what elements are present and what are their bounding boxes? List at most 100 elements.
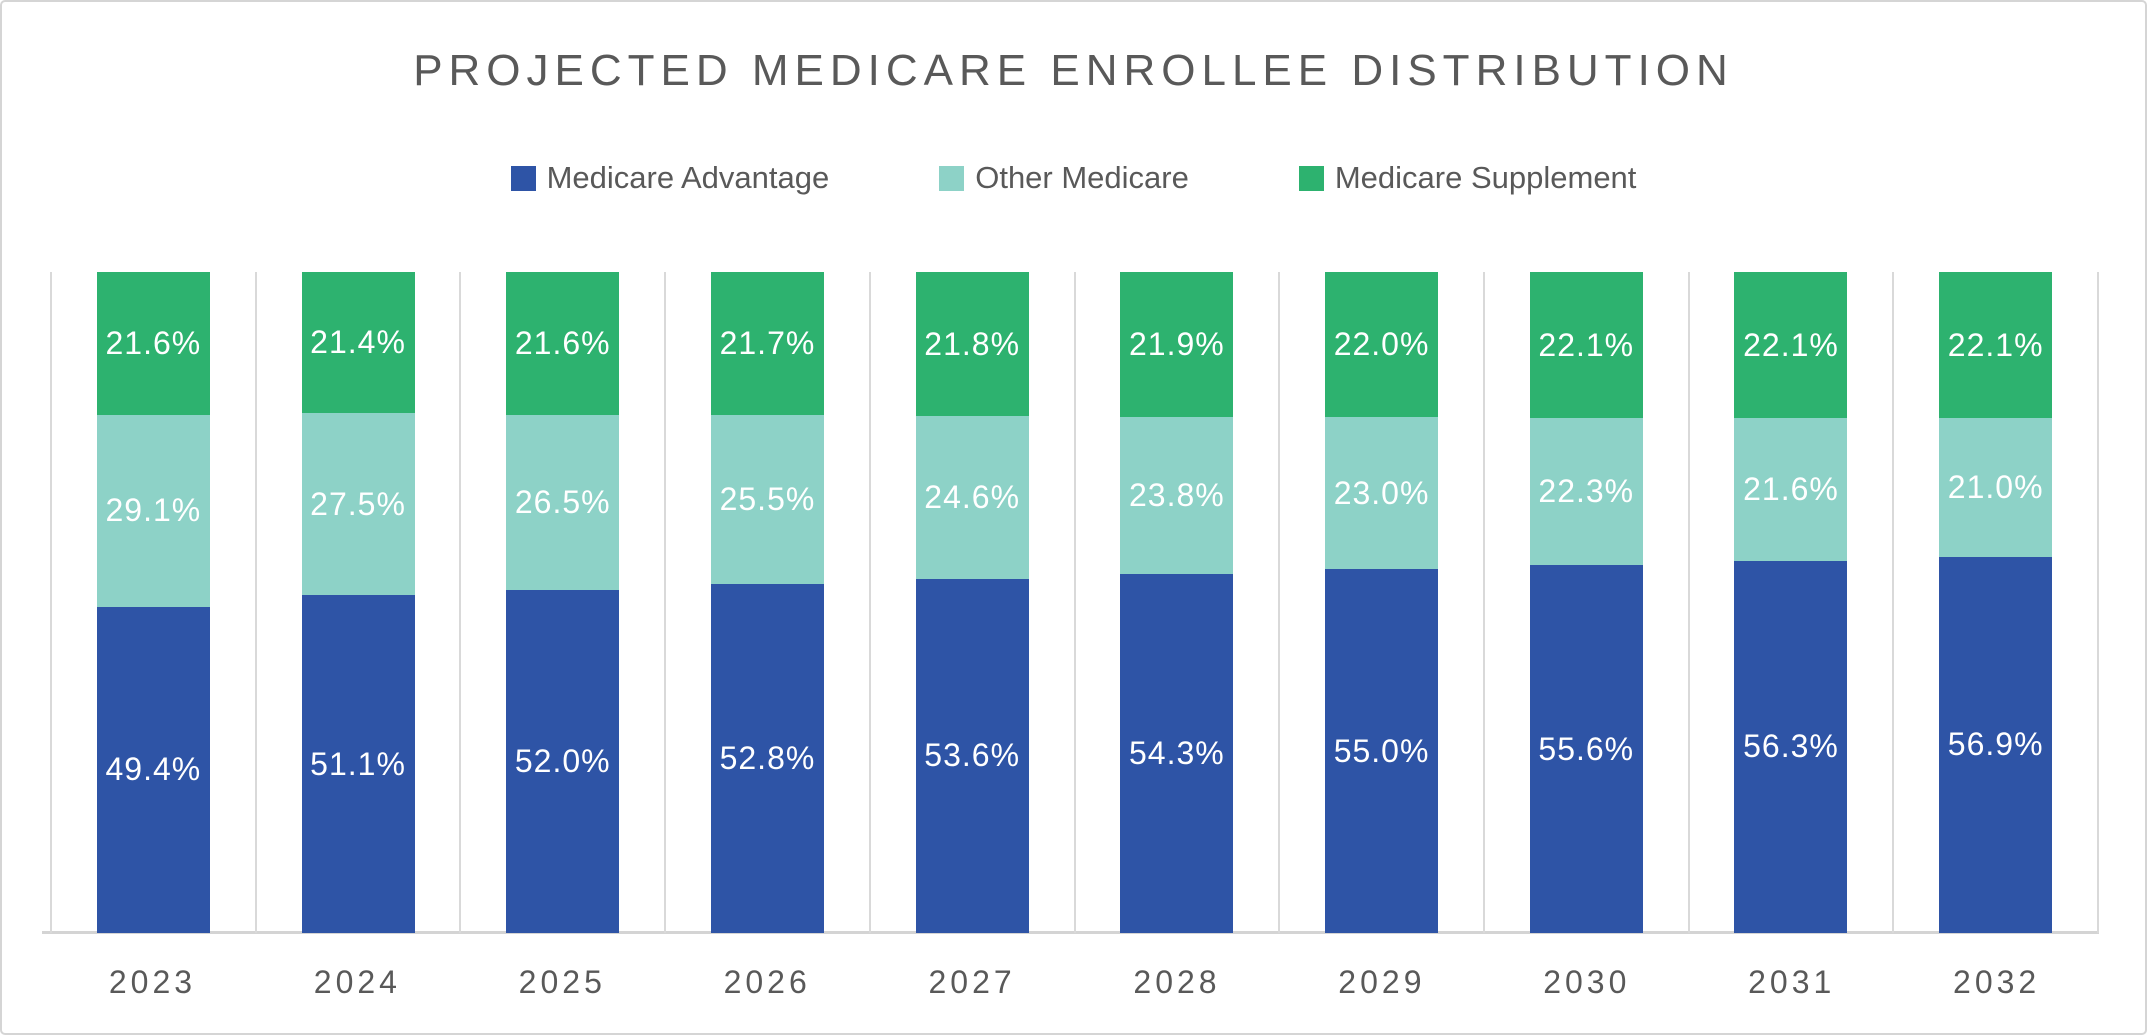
category-cell-2026: 21.7% 25.5% 52.8%: [664, 272, 869, 933]
x-axis-label: 2032: [1953, 964, 2041, 1000]
stacked-bar-2028: 21.9% 23.8% 54.3%: [1120, 272, 1234, 933]
bar-value-label: 22.0%: [1333, 326, 1430, 363]
category-cell-2023: 21.6% 29.1% 49.4%: [50, 272, 255, 933]
bar-segment-other-medicare: 29.1%: [96, 414, 210, 607]
legend-item-medicare-supplement: Medicare Supplement: [1298, 160, 1637, 196]
bar-segment-medicare-advantage: 56.3%: [1734, 560, 1848, 933]
bar-segment-other-medicare: 23.0%: [1325, 417, 1439, 570]
stacked-bar-2029: 22.0% 23.0% 55.0%: [1325, 272, 1439, 933]
x-axis-cell: 2025: [460, 964, 665, 1001]
x-axis-label: 2026: [723, 964, 811, 1000]
bar-value-label: 21.6%: [105, 324, 202, 361]
x-axis-label: 2024: [313, 964, 401, 1000]
bar-segment-medicare-supplement: 21.6%: [96, 272, 210, 415]
bar-value-label: 22.3%: [1538, 473, 1635, 510]
bar-value-label: 56.9%: [1947, 726, 2044, 763]
legend: Medicare Advantage Other Medicare Medicare…: [2, 160, 2145, 196]
category-cell-2029: 22.0% 23.0% 55.0%: [1278, 272, 1483, 933]
bar-segment-other-medicare: 26.5%: [506, 414, 620, 590]
bar-value-label: 49.4%: [105, 751, 202, 788]
bar-segment-medicare-advantage: 52.0%: [506, 589, 620, 933]
bar-value-label: 55.6%: [1538, 730, 1635, 767]
x-axis-cell: 2026: [665, 964, 870, 1001]
stacked-bar-2030: 22.1% 22.3% 55.6%: [1529, 272, 1643, 933]
x-axis-label: 2025: [518, 964, 606, 1000]
bar-value-label: 21.4%: [310, 324, 406, 361]
bar-segment-other-medicare: 25.5%: [710, 415, 824, 584]
x-axis-cell: 2024: [255, 964, 460, 1001]
bar-segment-medicare-advantage: 55.6%: [1529, 565, 1643, 933]
x-axis-cell: 2028: [1075, 964, 1280, 1001]
bar-segment-medicare-supplement: 22.1%: [1529, 272, 1643, 419]
bar-value-label: 55.0%: [1333, 732, 1430, 769]
bar-value-label: 26.5%: [514, 483, 611, 520]
legend-label: Other Medicare: [975, 160, 1189, 195]
bar-segment-medicare-advantage: 54.3%: [1120, 574, 1234, 933]
bar-value-label: 21.8%: [924, 325, 1021, 362]
bar-segment-medicare-advantage: 52.8%: [710, 583, 824, 933]
bar-value-label: 21.7%: [719, 325, 816, 362]
bar-segment-medicare-supplement: 21.9%: [1120, 272, 1234, 417]
bar-value-label: 52.0%: [514, 742, 611, 779]
bar-segment-other-medicare: 24.6%: [915, 416, 1029, 579]
legend-item-other-medicare: Other Medicare: [939, 160, 1189, 196]
x-axis-cell: 2023: [50, 964, 255, 1001]
bar-value-label: 21.0%: [1947, 468, 2044, 505]
bar-value-label: 21.6%: [1743, 470, 1839, 507]
chart-title: PROJECTED MEDICARE ENROLLEE DISTRIBUTION: [413, 46, 1734, 95]
bar-segment-medicare-supplement: 21.6%: [506, 272, 620, 415]
x-axis-label: 2023: [108, 964, 197, 1000]
bar-segment-medicare-advantage: 53.6%: [915, 578, 1029, 933]
x-axis-label: 2030: [1543, 964, 1631, 1000]
bar-value-label: 22.1%: [1538, 326, 1635, 363]
bar-value-label: 22.1%: [1947, 326, 2044, 363]
bar-segment-medicare-supplement: 22.0%: [1325, 272, 1439, 418]
bar-value-label: 25.5%: [719, 481, 816, 518]
bar-segment-medicare-advantage: 56.9%: [1939, 556, 2053, 933]
x-axis-label: 2031: [1748, 964, 1836, 1000]
stacked-bar-2025: 21.6% 26.5% 52.0%: [506, 272, 620, 933]
x-axis-label: 2029: [1338, 964, 1426, 1000]
x-axis-cell: 2029: [1279, 964, 1484, 1001]
bar-value-label: 56.3%: [1743, 728, 1839, 765]
stacked-bar-2031: 22.1% 21.6% 56.3%: [1734, 272, 1848, 933]
bar-segment-medicare-supplement: 21.8%: [915, 272, 1029, 417]
x-axis-cell: 2030: [1484, 964, 1689, 1001]
bar-segment-other-medicare: 21.6%: [1734, 418, 1848, 561]
bar-value-label: 24.6%: [924, 478, 1021, 515]
bar-segment-medicare-advantage: 55.0%: [1325, 569, 1439, 933]
legend-label: Medicare Supplement: [1334, 160, 1637, 195]
bar-segment-medicare-advantage: 51.1%: [301, 595, 415, 933]
stacked-bar-2032: 22.1% 21.0% 56.9%: [1939, 272, 2053, 933]
bar-segment-other-medicare: 21.0%: [1939, 418, 2053, 557]
bar-value-label: 29.1%: [105, 492, 202, 529]
bar-value-label: 21.6%: [514, 324, 611, 361]
category-cell-2032: 22.1% 21.0% 56.9%: [1892, 272, 2097, 933]
bar-segment-medicare-supplement: 21.7%: [710, 272, 824, 416]
bar-value-label: 27.5%: [310, 485, 406, 522]
x-axis-cell: 2032: [1894, 964, 2099, 1001]
category-cell-2027: 21.8% 24.6% 53.6%: [868, 272, 1074, 933]
x-axis-label: 2027: [928, 964, 1016, 1000]
category-cell-2031: 22.1% 21.6% 56.3%: [1687, 272, 1893, 933]
bar-segment-other-medicare: 27.5%: [301, 413, 415, 596]
category-cell-2024: 21.4% 27.5% 51.1%: [254, 272, 460, 933]
x-axis-cell: 2027: [870, 964, 1075, 1001]
bar-segment-medicare-advantage: 49.4%: [96, 606, 210, 933]
x-axis: 2023 2024 2025 2026 2027 2028 2029 2030 2031 2032: [50, 964, 2099, 1001]
category-cell-2025: 21.6% 26.5% 52.0%: [459, 272, 664, 933]
legend-label: Medicare Advantage: [546, 160, 830, 195]
plot-area: 21.6% 29.1% 49.4% 21.4% 27.5% 51.1% 21.6% 26.5%…: [50, 272, 2099, 933]
x-axis-cell: 2031: [1689, 964, 1894, 1001]
bar-segment-medicare-supplement: 21.4%: [301, 272, 415, 414]
stacked-bar-2026: 21.7% 25.5% 52.8%: [710, 272, 824, 933]
bar-value-label: 23.8%: [1128, 476, 1225, 513]
bar-value-label: 22.1%: [1743, 326, 1839, 363]
bar-segment-medicare-supplement: 22.1%: [1734, 272, 1848, 419]
category-cell-2028: 21.9% 23.8% 54.3%: [1073, 272, 1279, 933]
bar-value-label: 21.9%: [1128, 325, 1225, 362]
category-cell-2030: 22.1% 22.3% 55.6%: [1482, 272, 1688, 933]
legend-swatch-icon-medicare-advantage: [510, 165, 536, 191]
bar-value-label: 52.8%: [719, 739, 816, 776]
